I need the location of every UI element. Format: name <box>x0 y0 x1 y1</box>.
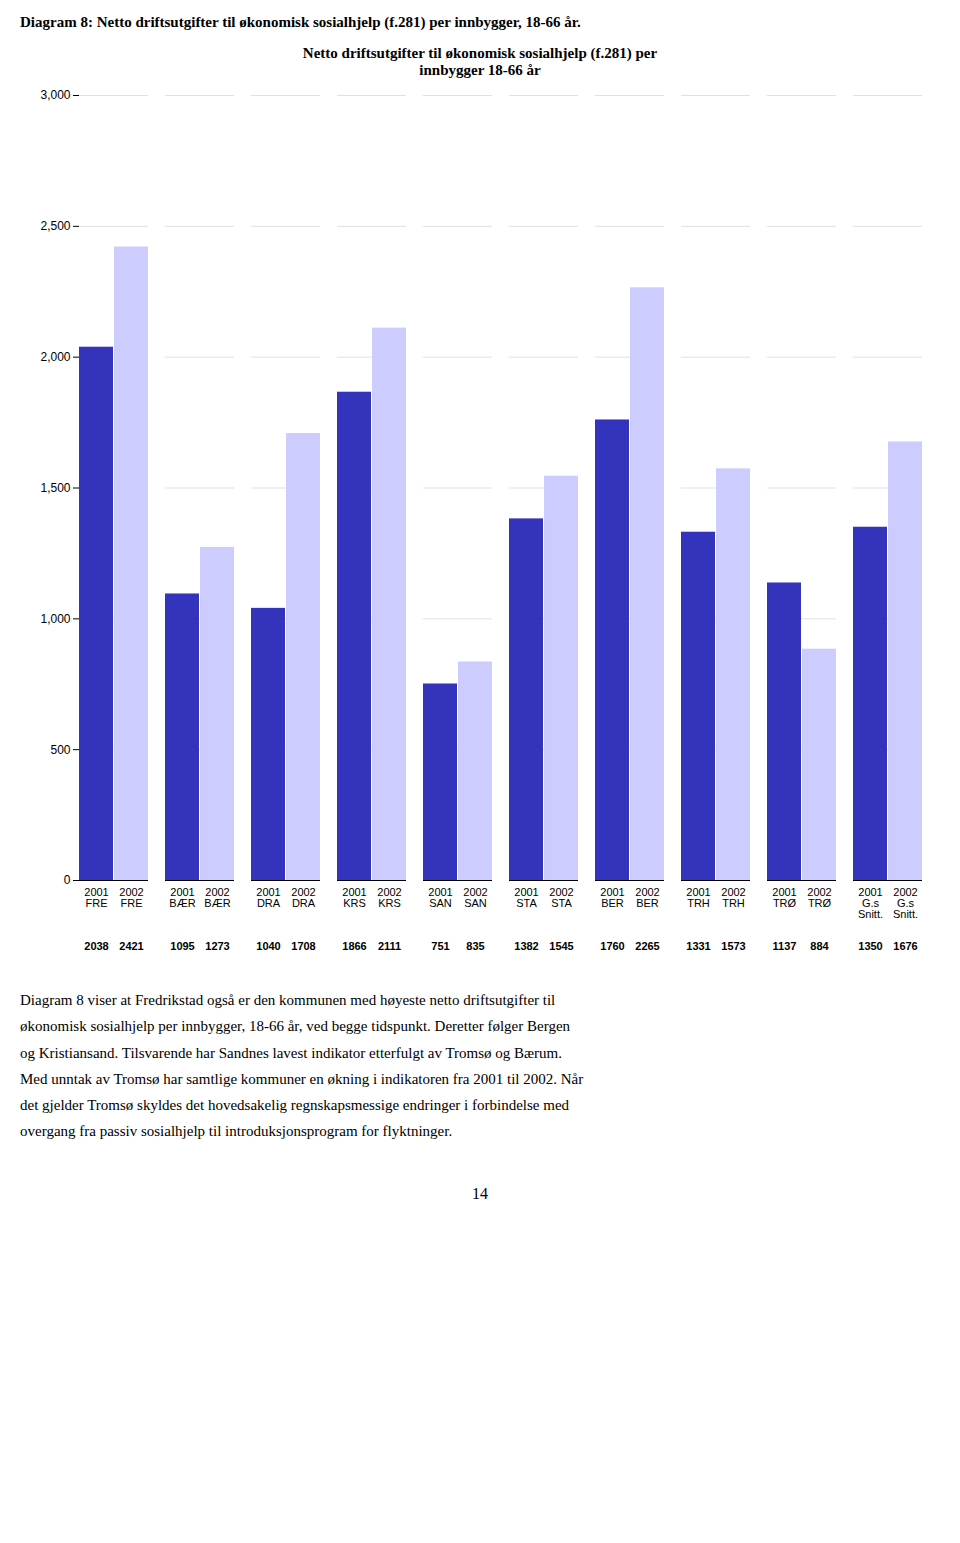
svg-text:1545: 1545 <box>549 940 573 952</box>
svg-text:1866: 1866 <box>342 940 366 952</box>
svg-text:2001TRH: 2001TRH <box>686 886 710 909</box>
svg-text:2,000: 2,000 <box>40 350 70 364</box>
svg-text:1708: 1708 <box>291 940 315 952</box>
svg-text:2002KRS: 2002KRS <box>377 886 401 909</box>
svg-text:1,500: 1,500 <box>40 481 70 495</box>
svg-text:835: 835 <box>466 940 484 952</box>
svg-text:751: 751 <box>431 940 449 952</box>
svg-text:1095: 1095 <box>170 940 194 952</box>
svg-text:884: 884 <box>810 940 829 952</box>
svg-text:1040: 1040 <box>256 940 280 952</box>
svg-text:2002STA: 2002STA <box>549 886 573 909</box>
svg-text:2001DRA: 2001DRA <box>256 886 281 909</box>
svg-text:2001TRØ: 2001TRØ <box>772 886 796 909</box>
svg-text:2421: 2421 <box>119 940 143 952</box>
svg-text:1760: 1760 <box>600 940 624 952</box>
svg-text:2001BÆR: 2001BÆR <box>169 886 195 909</box>
svg-text:2002FRE: 2002FRE <box>119 886 143 909</box>
svg-text:1331: 1331 <box>686 940 710 952</box>
svg-text:1573: 1573 <box>721 940 745 952</box>
svg-text:2,500: 2,500 <box>40 219 70 233</box>
svg-text:1350: 1350 <box>858 940 882 952</box>
html-text:14: 14 <box>472 1184 488 1202</box>
svg-text:2002TRH: 2002TRH <box>721 886 745 909</box>
svg-text:2001BER: 2001BER <box>600 886 624 909</box>
svg-text:2002G.sSnitt.: 2002G.sSnitt. <box>893 886 918 920</box>
svg-text:2001G.sSnitt.: 2001G.sSnitt. <box>858 886 883 920</box>
svg-text:2001SAN: 2001SAN <box>428 886 452 909</box>
svg-text:1382: 1382 <box>514 940 538 952</box>
html-text:Diagram 8 viser at Fredrikstad: Diagram 8 viser at Fredrikstad også er d… <box>20 992 556 1008</box>
svg-text:2038: 2038 <box>84 940 108 952</box>
html-text:overgang fra passiv sosialhjel: overgang fra passiv sosialhjelp til intr… <box>20 1123 453 1140</box>
html-text:Netto driftsutgifter til økono: Netto driftsutgifter til økonomisk sosia… <box>302 45 658 78</box>
svg-text:0: 0 <box>64 873 71 887</box>
svg-text:2002SAN: 2002SAN <box>463 886 487 909</box>
svg-text:500: 500 <box>50 743 70 757</box>
html-text:økonomisk sosialhjelp per innb: økonomisk sosialhjelp per innbygger, 18-… <box>20 1018 571 1035</box>
html-text:og Kristiansand. Tilsvarende h: og Kristiansand. Tilsvarende har Sandnes… <box>20 1044 562 1061</box>
html-text:det gjelder Tromsø skyldes det: det gjelder Tromsø skyldes det hovedsake… <box>20 1097 570 1113</box>
svg-text:1676: 1676 <box>893 940 917 952</box>
svg-text:1137: 1137 <box>773 940 797 952</box>
svg-text:2001STA: 2001STA <box>514 886 538 909</box>
svg-text:1,000: 1,000 <box>40 612 70 626</box>
svg-text:3,000: 3,000 <box>40 88 70 102</box>
svg-text:2001FRE: 2001FRE <box>84 886 108 909</box>
svg-text:2001KRS: 2001KRS <box>342 886 366 909</box>
svg-text:2111: 2111 <box>378 940 401 952</box>
svg-text:2002BER: 2002BER <box>635 886 659 909</box>
svg-text:1273: 1273 <box>205 940 229 952</box>
svg-text:2002BÆR: 2002BÆR <box>204 886 230 909</box>
svg-text:2002TRØ: 2002TRØ <box>807 886 831 909</box>
svg-text:2002DRA: 2002DRA <box>291 886 316 909</box>
html-text:Diagram 8: Netto driftsutgifte: Diagram 8: Netto driftsutgifter til økon… <box>20 14 581 30</box>
html-text:Med unntak av Tromsø har samtl: Med unntak av Tromsø har samtlige kommun… <box>20 1070 584 1087</box>
svg-text:2265: 2265 <box>635 940 659 952</box>
